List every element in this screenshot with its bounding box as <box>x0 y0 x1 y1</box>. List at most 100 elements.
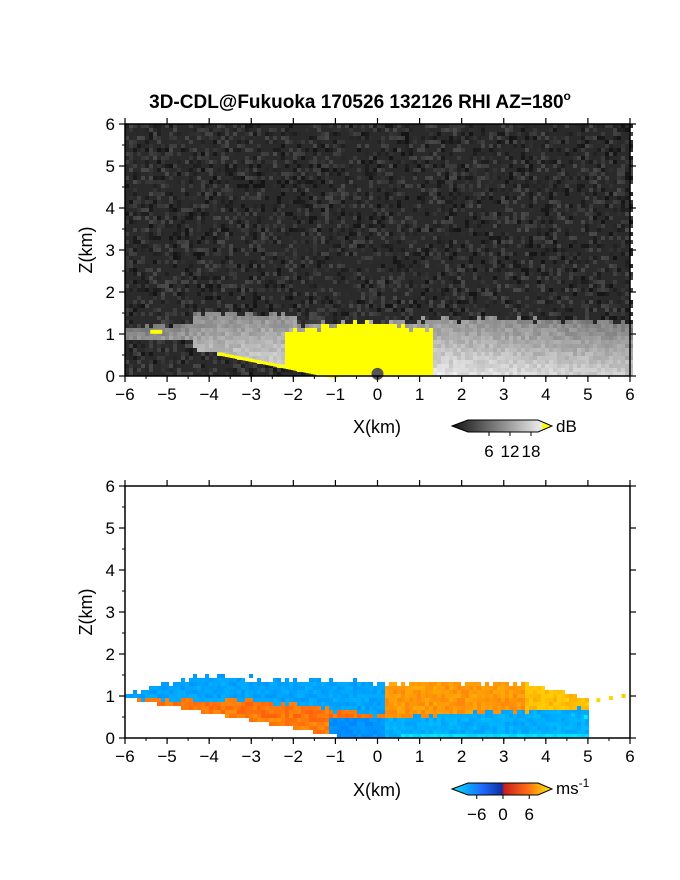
noise-pixel <box>285 140 289 144</box>
noise-pixel <box>265 228 269 232</box>
noise-pixel <box>465 128 469 132</box>
noise-pixel <box>597 276 601 280</box>
noise-pixel <box>309 136 313 140</box>
noise-pixel <box>201 172 205 176</box>
noise-pixel <box>425 180 429 184</box>
layer-pixel <box>417 332 421 336</box>
layer-pixel <box>245 336 249 340</box>
noise-pixel <box>397 196 401 200</box>
noise-pixel <box>453 188 457 192</box>
noise-pixel <box>277 196 281 200</box>
noise-pixel <box>309 216 313 220</box>
noise-pixel <box>305 300 309 304</box>
layer-pixel <box>465 324 469 328</box>
noise-pixel <box>565 260 569 264</box>
noise-pixel <box>385 148 389 152</box>
noise-pixel <box>265 300 269 304</box>
noise-pixel <box>201 272 205 276</box>
noise-pixel <box>313 196 317 200</box>
noise-pixel <box>313 204 317 208</box>
noise-pixel <box>357 292 361 296</box>
noise-pixel <box>553 256 557 260</box>
noise-pixel <box>205 200 209 204</box>
noise-pixel <box>389 180 393 184</box>
noise-pixel <box>549 236 553 240</box>
noise-pixel <box>337 152 341 156</box>
noise-pixel <box>197 272 201 276</box>
noise-pixel <box>265 284 269 288</box>
noise-pixel <box>169 252 173 256</box>
noise-pixel <box>181 340 185 344</box>
layer-pixel <box>181 332 185 336</box>
noise-pixel <box>485 220 489 224</box>
noise-pixel <box>481 128 485 132</box>
noise-pixel <box>225 168 229 172</box>
noise-pixel <box>597 220 601 224</box>
noise-pixel <box>165 252 169 256</box>
noise-pixel <box>277 288 281 292</box>
noise-pixel <box>369 184 373 188</box>
noise-pixel <box>173 276 177 280</box>
noise-pixel <box>385 192 389 196</box>
noise-pixel <box>205 356 209 360</box>
noise-pixel <box>521 308 525 312</box>
noise-pixel <box>557 124 561 128</box>
noise-pixel <box>285 368 289 372</box>
layer-pixel <box>613 332 617 336</box>
noise-pixel <box>257 132 261 136</box>
noise-pixel <box>453 148 457 152</box>
noise-pixel <box>241 228 245 232</box>
noise-pixel <box>225 368 229 372</box>
noise-pixel <box>493 300 497 304</box>
noise-pixel <box>581 208 585 212</box>
noise-pixel <box>393 260 397 264</box>
noise-pixel <box>389 192 393 196</box>
noise-pixel <box>169 256 173 260</box>
noise-pixel <box>581 148 585 152</box>
layer-pixel <box>233 328 237 332</box>
noise-pixel <box>185 304 189 308</box>
noise-pixel <box>441 220 445 224</box>
layer-pixel <box>253 316 257 320</box>
noise-pixel <box>505 172 509 176</box>
noise-pixel <box>553 200 557 204</box>
noise-pixel <box>349 232 353 236</box>
layer-pixel <box>517 320 521 324</box>
noise-pixel <box>297 148 301 152</box>
noise-pixel <box>437 168 441 172</box>
noise-pixel <box>197 280 201 284</box>
noise-pixel <box>585 276 589 280</box>
noise-pixel <box>441 300 445 304</box>
noise-pixel <box>513 132 517 136</box>
noise-pixel <box>233 220 237 224</box>
noise-pixel <box>297 188 301 192</box>
noise-pixel <box>441 156 445 160</box>
noise-pixel <box>489 292 493 296</box>
layer-pixel <box>449 336 453 340</box>
noise-pixel <box>585 156 589 160</box>
noise-pixel <box>625 204 629 208</box>
layer-pixel <box>509 324 513 328</box>
noise-pixel <box>445 304 449 308</box>
layer-pixel <box>313 324 317 328</box>
noise-pixel <box>481 216 485 220</box>
noise-pixel <box>593 188 597 192</box>
layer-pixel <box>505 332 509 336</box>
layer-pixel <box>261 332 265 336</box>
noise-pixel <box>593 296 597 300</box>
layer-pixel <box>481 320 485 324</box>
layer-pixel <box>229 320 233 324</box>
noise-pixel <box>221 188 225 192</box>
layer-pixel <box>517 332 521 336</box>
layer-pixel <box>261 324 265 328</box>
noise-pixel <box>477 148 481 152</box>
noise-pixel <box>629 180 633 184</box>
noise-pixel <box>521 172 525 176</box>
noise-pixel <box>457 124 461 128</box>
noise-pixel <box>161 292 165 296</box>
noise-pixel <box>601 124 605 128</box>
noise-pixel <box>605 180 609 184</box>
noise-pixel <box>309 124 313 128</box>
noise-pixel <box>597 188 601 192</box>
noise-pixel <box>185 216 189 220</box>
